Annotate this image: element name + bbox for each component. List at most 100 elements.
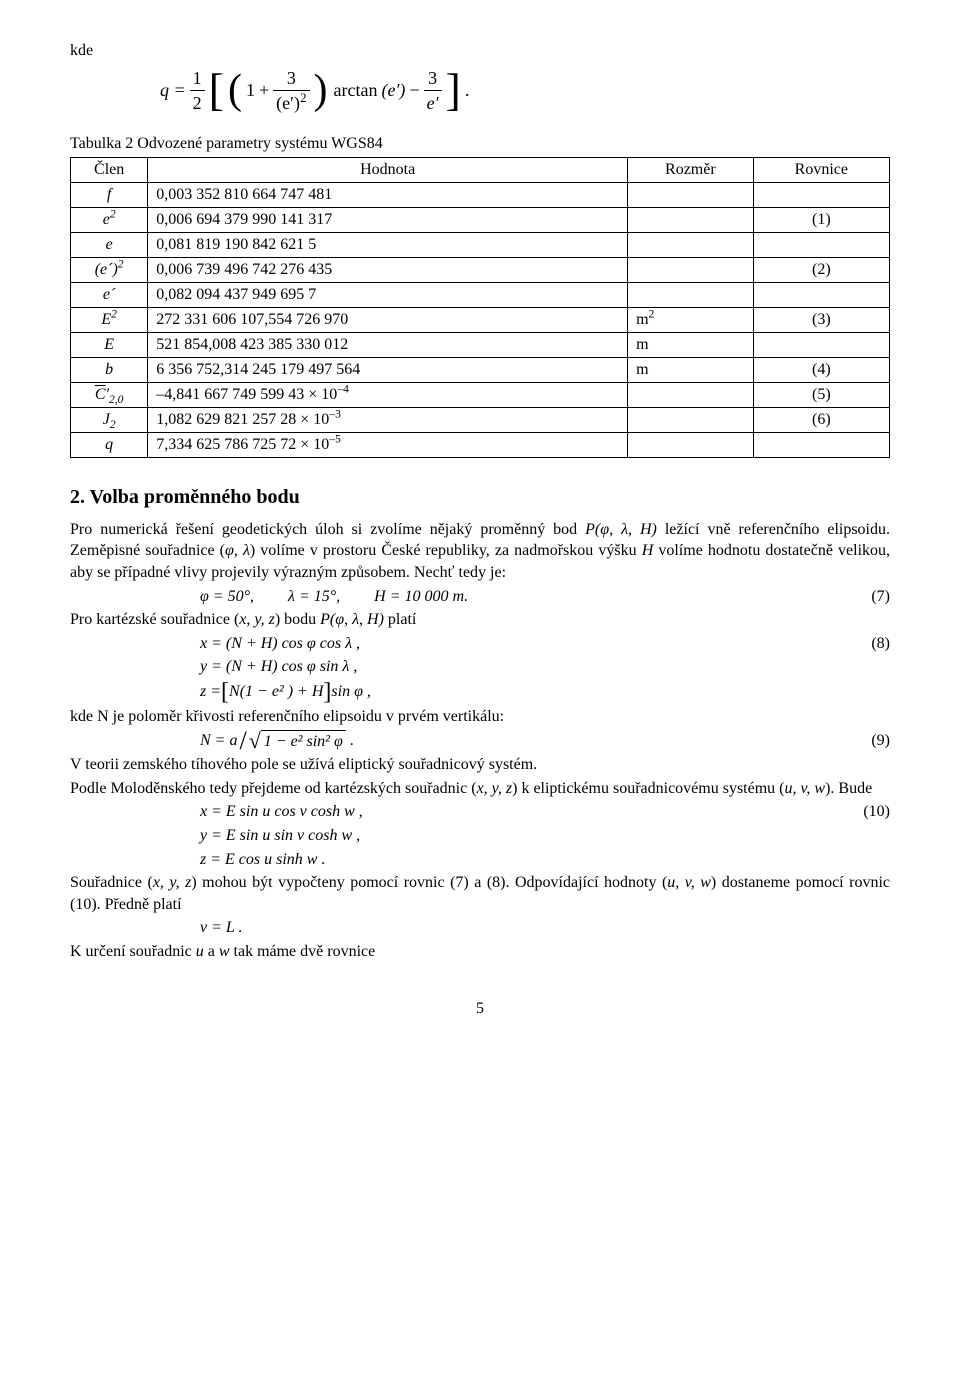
cell-eqref [753, 332, 889, 357]
sym-xyz-3: x, y, z [153, 874, 192, 891]
eq7-phi: φ = 50°, [200, 588, 254, 605]
para-N: kde N je poloměr křivosti referenčního e… [70, 706, 890, 728]
eq10-y: y = E sin u sin v cosh w , [200, 827, 360, 844]
para-compute: Souřadnice (x, y, z) mohou být vypočteny… [70, 872, 890, 915]
cell-unit: m [628, 332, 754, 357]
sqrt-eq9: √ 1 − e² sin² φ [249, 730, 346, 753]
cell-symbol: e´ [71, 282, 148, 307]
arctan-fn: arctan [334, 78, 378, 102]
cell-value: 0,082 094 437 949 695 7 [148, 282, 628, 307]
equation-9: N = a / √ 1 − e² sin² φ . (9) [70, 730, 890, 753]
eq7-H: H = 10 000 m. [374, 588, 468, 605]
cell-unit: m2 [628, 307, 754, 332]
section-2-heading: 2. Volba proměnného bodu [70, 484, 890, 511]
sym-uvw: u, v, w [785, 780, 826, 797]
para-text: Podle Moloděnského tedy přejdeme od kart… [70, 780, 477, 797]
para-text: ). Bude [825, 780, 872, 797]
minus: − [409, 78, 419, 102]
cell-value: 0,006 694 379 990 141 317 [148, 207, 628, 232]
cell-unit [628, 282, 754, 307]
cell-symbol: f [71, 182, 148, 207]
frac-den-eprime-b: e′ [424, 91, 442, 115]
cell-value: 0,003 352 810 664 747 481 [148, 182, 628, 207]
sym-H: H [642, 542, 654, 559]
eq9-lhs: N = a [200, 730, 237, 752]
th-member: Člen [71, 157, 148, 182]
eq8-z-lhs: z = [200, 681, 221, 703]
cell-symbol: b [71, 357, 148, 382]
cell-value: 7,334 625 786 725 72 × 10–5 [148, 432, 628, 457]
eq10-num: (10) [840, 801, 890, 823]
frac-num-3b: 3 [424, 66, 442, 91]
sym-uvw-2: u, v, w [667, 874, 711, 891]
eq8-z-inside: N(1 − e² ) + H [229, 681, 323, 703]
eq8-z-rhs: sin φ , [331, 681, 371, 703]
para-text: ) k eliptickému souřadnicovému systému ( [512, 780, 784, 797]
eq9-num: (9) [840, 730, 890, 752]
one: 1 [246, 78, 255, 102]
paren-close: ) [314, 69, 328, 111]
eq8-x: x = (N + H) cos φ cos λ , [200, 635, 360, 652]
table-row: e´0,082 094 437 949 695 7 [71, 282, 890, 307]
cell-eqref [753, 282, 889, 307]
sym-xyz-2: x, y, z [477, 780, 513, 797]
sym-w: w [219, 943, 230, 960]
para-elliptic: V teorii zemského tíhového pole se užívá… [70, 754, 890, 776]
frac-den: 2 [190, 91, 205, 115]
eq8-num: (8) [840, 633, 890, 655]
equation-8y: y = (N + H) cos φ sin λ , [70, 656, 890, 678]
cell-value: –4,841 667 749 599 43 × 10–4 [148, 382, 628, 407]
equation-vL: v = L . [70, 917, 890, 939]
sym-P-2: P(φ, λ, H) [320, 611, 384, 628]
table-row: E521 854,008 423 385 330 012m [71, 332, 890, 357]
plus: + [259, 78, 269, 102]
cell-value: 6 356 752,314 245 179 497 564 [148, 357, 628, 382]
cell-unit [628, 407, 754, 432]
table-row: (e´)20,006 739 496 742 276 435(2) [71, 257, 890, 282]
para-text: a [204, 943, 219, 960]
cell-eqref: (6) [753, 407, 889, 432]
table-row: J21,082 629 821 257 28 × 10–3(6) [71, 407, 890, 432]
para-cartesian: Pro kartézské souřadnice (x, y, z) bodu … [70, 609, 890, 631]
table-header-row: Člen Hodnota Rozměr Rovnice [71, 157, 890, 182]
table-row: E2272 331 606 107,554 726 970m2(3) [71, 307, 890, 332]
cell-unit: m [628, 357, 754, 382]
cell-unit [628, 257, 754, 282]
sym-P: P(φ, λ, H) [585, 521, 657, 538]
equation-10y: y = E sin u sin v cosh w , [70, 825, 890, 847]
frac-3-over-eprime2: 3 (e′)2 [273, 66, 309, 116]
para-text: ) bodu [275, 611, 320, 628]
equation-q: q = 1 2 [ ( 1 + 3 (e′)2 ) arctan (e′) − … [70, 66, 890, 116]
sym-u: u [196, 943, 204, 960]
frac-num: 1 [190, 66, 205, 91]
para-molodensky: Podle Moloděnského tedy přejdeme od kart… [70, 778, 890, 800]
table-row: e20,006 694 379 990 141 317(1) [71, 207, 890, 232]
para-text: platí [384, 611, 416, 628]
para-text: Souřadnice ( [70, 874, 153, 891]
eq-q-lhs: q = [160, 78, 186, 102]
table-row: C′2,0–4,841 667 749 599 43 × 10–4(5) [71, 382, 890, 407]
cell-value: 0,006 739 496 742 276 435 [148, 257, 628, 282]
cell-eqref [753, 232, 889, 257]
eprime-arg: (e′) [382, 78, 406, 102]
th-value: Hodnota [148, 157, 628, 182]
cell-value: 0,081 819 190 842 621 5 [148, 232, 628, 257]
para-intro: Pro numerická řešení geodetických úloh s… [70, 519, 890, 584]
cell-symbol: E2 [71, 307, 148, 332]
cell-eqref: (3) [753, 307, 889, 332]
cell-unit [628, 207, 754, 232]
table-row: b6 356 752,314 245 179 497 564m(4) [71, 357, 890, 382]
cell-eqref [753, 182, 889, 207]
sym-phi-lambda: φ, λ [225, 542, 250, 559]
th-equation: Rovnice [753, 157, 889, 182]
cell-symbol: e [71, 232, 148, 257]
eq-vL: v = L . [200, 919, 243, 936]
cell-eqref: (1) [753, 207, 889, 232]
eq9-dot: . [350, 730, 354, 752]
bracket-open: [ [209, 67, 224, 113]
sqrt-symbol: √ [249, 730, 261, 753]
paren-open: ( [228, 69, 242, 111]
eq7-num: (7) [840, 586, 890, 608]
cell-symbol: J2 [71, 407, 148, 432]
cell-symbol: E [71, 332, 148, 357]
